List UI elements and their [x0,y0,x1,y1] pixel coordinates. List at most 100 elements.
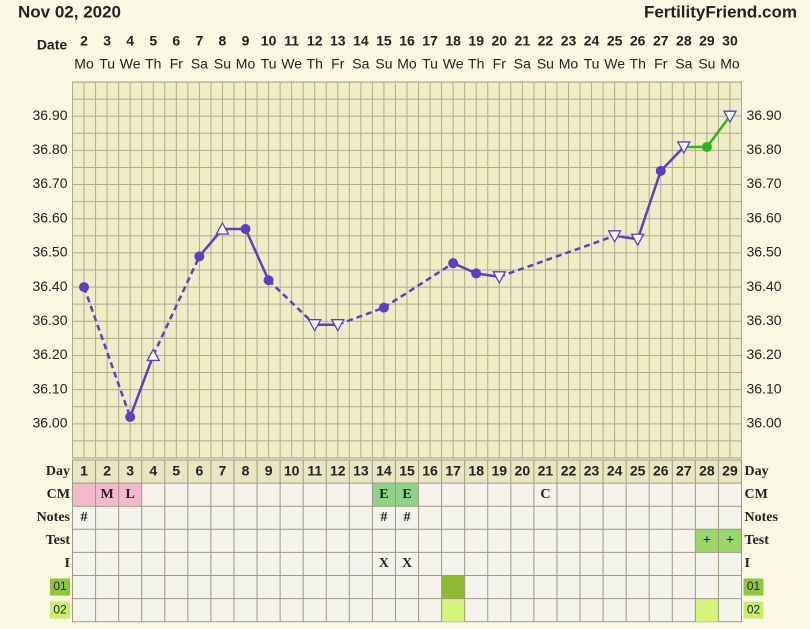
y-tick-label: 36.80 [32,141,67,157]
cell-text: 29 [722,462,738,478]
point [194,251,205,262]
cell-text: 27 [676,462,692,478]
point [676,141,691,155]
day-row [72,460,742,484]
cell-text: M [100,487,113,502]
weekday-label: Th [145,56,161,72]
point [607,230,622,244]
row-label: 01 [747,579,761,593]
weekday-label: Th [307,56,323,72]
weekday-label: Sa [191,56,208,72]
x-tick-label: 20 [491,33,507,49]
point [722,110,738,124]
cell-text: 10 [284,462,300,478]
x-tick-label: 25 [607,33,623,49]
x-tick-label: 22 [538,33,554,49]
cell-text: 15 [399,462,415,478]
weekday-label: Fr [331,56,345,72]
cell-text: X [402,556,412,571]
line-segment [244,228,270,281]
cell-text: # [81,510,88,525]
x-tick-label: 11 [284,33,299,49]
cell-text: 18 [468,462,484,478]
weekday-label: Su [375,56,392,72]
row-label: Test [46,533,71,548]
weekday-label: Th [630,56,646,72]
cell-text: 5 [172,462,180,478]
point [701,141,712,152]
weekday-label: Th [468,56,484,72]
weekday-label: Sa [675,56,692,72]
x-tick-label: 2 [80,33,88,49]
y2-tick-label: 36.20 [747,346,782,362]
cell-fill [695,598,719,622]
x-tick-label: 21 [515,33,531,49]
cell-text: 14 [376,462,392,478]
cell-text: 16 [422,462,438,478]
y2-tick-label: 36.90 [747,107,782,123]
x-tick-label: 15 [376,33,392,49]
x-tick-label: 9 [242,33,250,49]
cell-text: + [703,533,711,548]
x-tick-label: 6 [172,33,180,49]
x-tick-label: 29 [699,33,715,49]
cell-text: 8 [242,462,250,478]
cell-text: 20 [515,462,531,478]
y2-tick-label: 36.60 [747,209,782,225]
cell-text: + [726,533,734,548]
point [146,348,161,362]
cell-text: 12 [330,462,346,478]
x-tick-label: 12 [307,33,323,49]
site-name: FertilityFriend.com [644,2,797,21]
y2-tick-label: 36.80 [747,141,782,157]
x-tick-label: 17 [422,33,438,49]
line-segment [383,262,454,309]
x-tick-label: 19 [468,33,484,49]
cell-text: 3 [126,462,134,478]
row-label: CM [745,487,768,502]
row-label: CM [47,487,70,502]
point [330,319,345,333]
point [655,165,666,176]
cell-fill [695,529,719,553]
cell-fill [718,529,742,553]
x-tick-label: 4 [126,33,134,49]
line-segment [705,115,731,148]
x-tick-label: 14 [353,33,369,49]
row-label: Day [46,464,70,479]
cell-text: E [379,487,388,502]
point [630,233,645,247]
x-tick-label: 5 [149,33,157,49]
point [79,282,90,293]
row-label: 02 [53,602,67,616]
weekday-label: Tu [422,56,438,72]
row-label: I [745,556,750,571]
y2-tick-label: 36.30 [747,312,782,328]
line-segment [152,255,201,356]
cell-text: 21 [538,462,554,478]
cell-text: X [379,556,389,571]
row-label: 02 [747,602,761,616]
y-tick-label: 36.20 [32,346,67,362]
weekday-label: Fr [170,56,184,72]
weekday-label: We [120,56,141,72]
weekday-label: We [604,56,625,72]
weekday-label: Fr [493,56,507,72]
row-badge [743,601,764,619]
cell-text: # [380,510,387,525]
x-tick-label: 18 [445,33,461,49]
weekday-label: Sa [352,56,369,72]
x-tick-label: 26 [630,33,646,49]
weekday-label: Sa [514,56,531,72]
point [307,319,322,333]
x-tick-label: 3 [103,33,111,49]
cell-text: # [404,510,411,525]
point [492,271,507,285]
weekday-label: Su [698,56,715,72]
line-segment [636,170,662,240]
cell-text: E [402,487,411,502]
cell-text: 25 [630,462,646,478]
y-tick-label: 36.10 [32,380,67,396]
row-label: I [65,556,70,571]
y-tick-label: 36.50 [32,244,67,260]
